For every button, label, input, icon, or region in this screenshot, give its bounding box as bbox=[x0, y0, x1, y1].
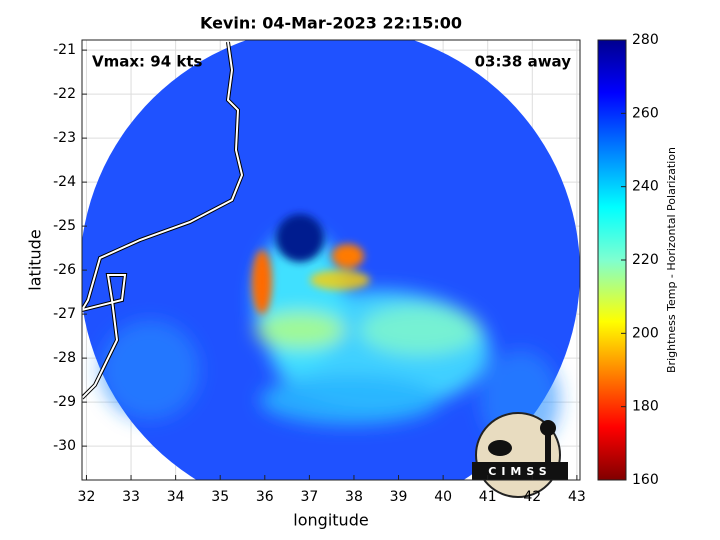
colorbar-tick-label: 160 bbox=[632, 472, 659, 488]
colorbar-tick-label: 240 bbox=[632, 179, 659, 195]
colorbar-tick-label: 200 bbox=[632, 325, 659, 341]
annotation: Vmax: 94 kts bbox=[92, 53, 202, 71]
x-tick-label: 32 bbox=[78, 489, 96, 505]
y-tick-label: -21 bbox=[53, 42, 76, 58]
swath-image bbox=[82, 40, 580, 480]
chart-title: Kevin: 04-Mar-2023 22:15:00 bbox=[200, 14, 462, 33]
y-tick-label: -22 bbox=[53, 86, 76, 102]
plot-frame bbox=[81, 39, 581, 481]
colorbar-tick-label: 280 bbox=[632, 32, 659, 48]
x-tick-label: 38 bbox=[345, 489, 363, 505]
x-tick-label: 39 bbox=[390, 489, 408, 505]
y-tick-label: -25 bbox=[53, 218, 76, 234]
y-tick-label: -29 bbox=[53, 394, 76, 410]
y-tick-label: -26 bbox=[53, 262, 76, 278]
x-tick-label: 43 bbox=[568, 489, 586, 505]
colorbar-label: Brightness Temp - Horizontal Polarizatio… bbox=[665, 147, 678, 373]
x-tick-label: 42 bbox=[523, 489, 541, 505]
y-tick-label: -28 bbox=[53, 350, 76, 366]
x-tick-label: 33 bbox=[122, 489, 140, 505]
annotation: 03:38 away bbox=[475, 53, 572, 71]
x-tick-label: 35 bbox=[211, 489, 229, 505]
x-tick-label: 41 bbox=[479, 489, 497, 505]
x-tick-label: 37 bbox=[300, 489, 318, 505]
y-tick-label: -23 bbox=[53, 130, 76, 146]
y-tick-label: -30 bbox=[53, 438, 76, 454]
x-tick-label: 34 bbox=[167, 489, 185, 505]
y-tick-label: -24 bbox=[53, 174, 76, 190]
x-tick-label: 36 bbox=[256, 489, 274, 505]
colorbar-tick-label: 180 bbox=[632, 399, 659, 415]
y-axis-label: latitude bbox=[26, 229, 45, 290]
logo-text: CIMSS bbox=[488, 465, 551, 478]
colorbar-tick-label: 220 bbox=[632, 252, 659, 268]
colorbar-tick-label: 260 bbox=[632, 105, 659, 121]
x-axis-label: longitude bbox=[293, 511, 368, 530]
y-tick-label: -27 bbox=[53, 306, 76, 322]
x-tick-label: 40 bbox=[434, 489, 452, 505]
logo: CIMSS bbox=[472, 412, 568, 498]
